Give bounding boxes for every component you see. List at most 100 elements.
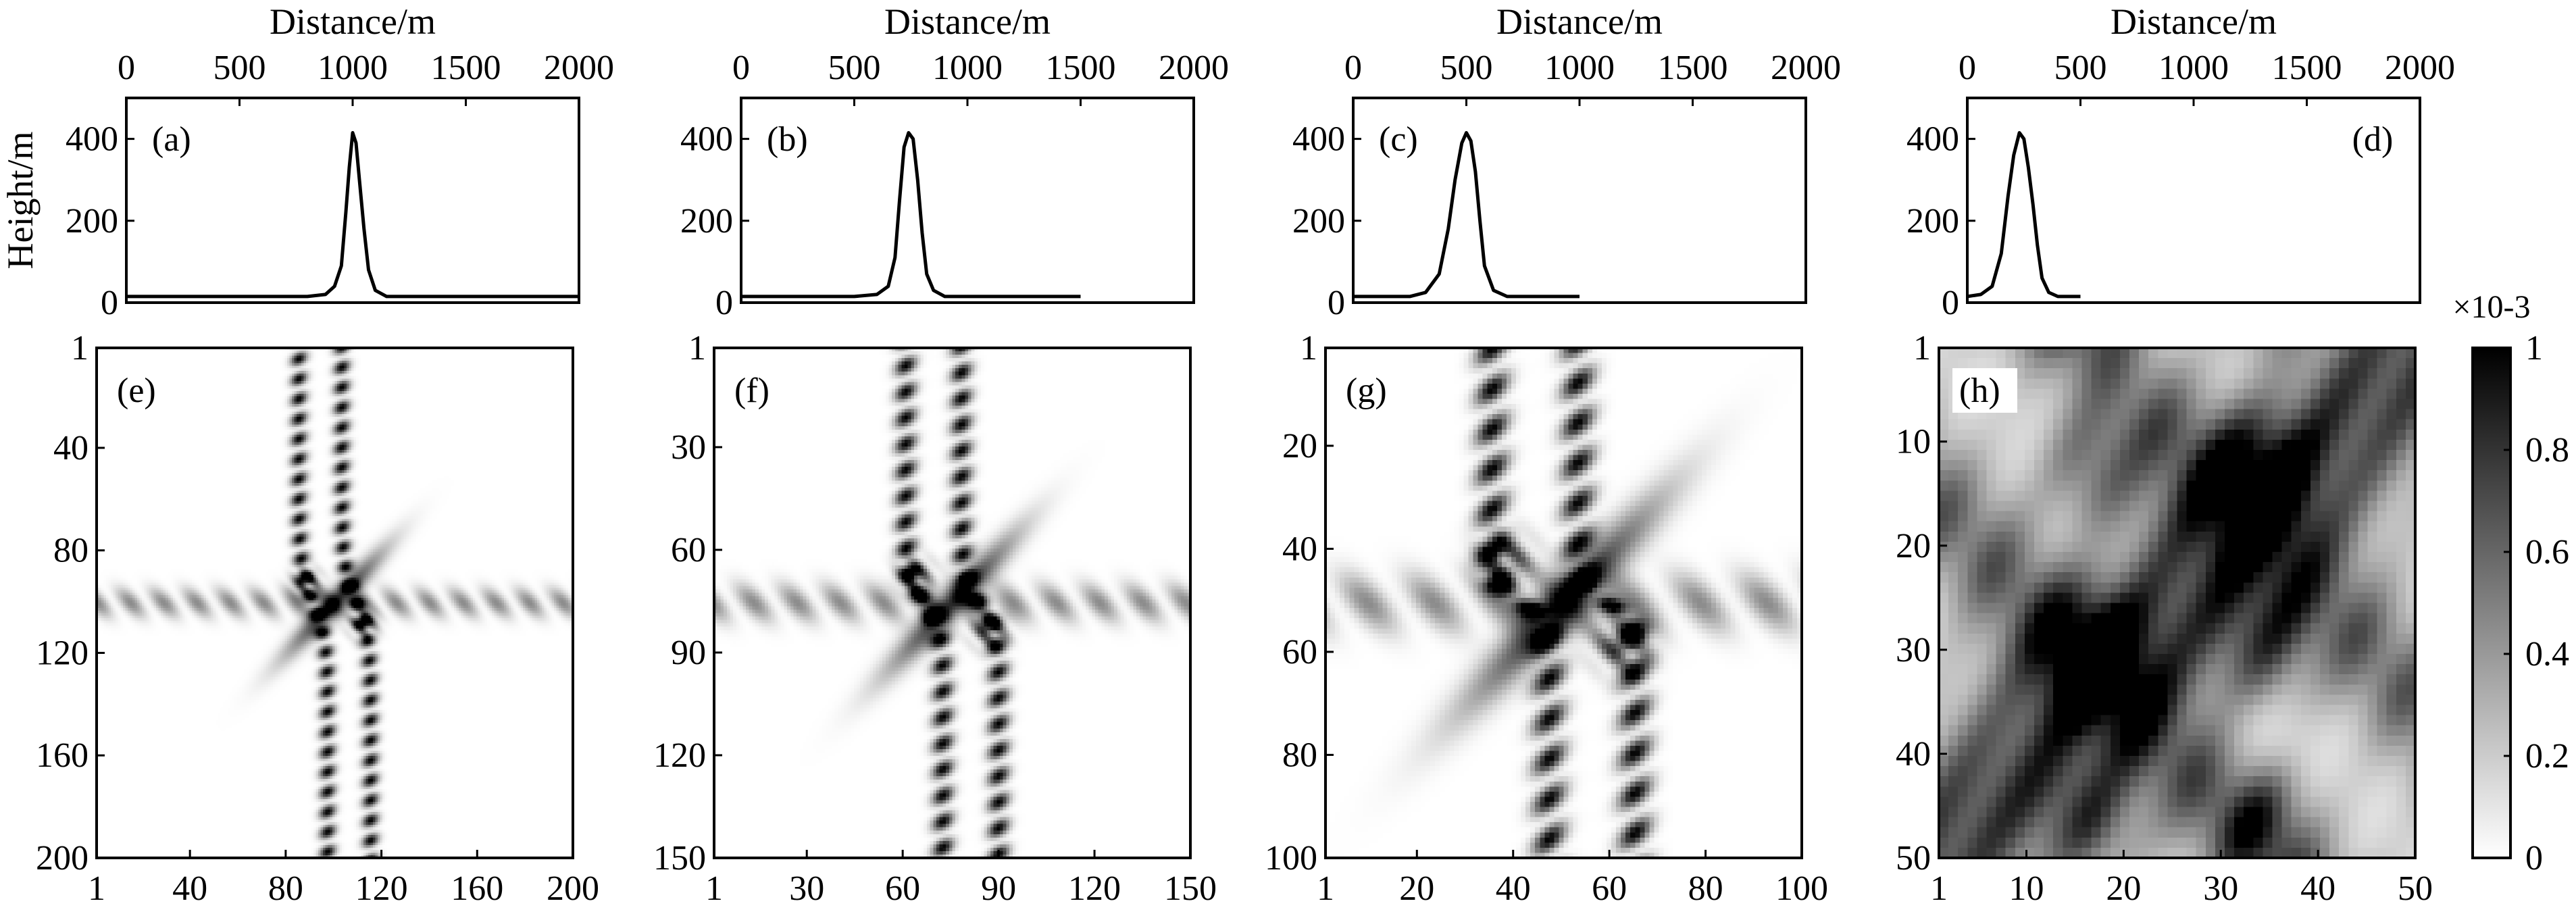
panel-label: (a) <box>152 120 191 159</box>
x-tick-label: 1500 <box>1046 49 1116 87</box>
y-tick-label: 0 <box>1942 284 1959 322</box>
x-tick-label: 100 <box>1775 869 1828 908</box>
x-tick-label: 1 <box>1317 869 1334 908</box>
profile-line <box>126 131 579 299</box>
y-tick-label: 120 <box>36 634 89 672</box>
colorbar-tick-label: 0.6 <box>2525 533 2569 571</box>
colorbar-tick-label: 0.2 <box>2525 737 2569 775</box>
y-tick-label: 200 <box>1906 202 1959 240</box>
x-tick-label: 2000 <box>2385 49 2455 87</box>
x-tick-label: 90 <box>981 869 1016 908</box>
y-tick-label: 400 <box>1906 120 1959 159</box>
y-tick-label: 20 <box>1282 427 1317 465</box>
panel-label-backdrop <box>728 368 792 413</box>
y-tick-label: 400 <box>1292 120 1345 159</box>
colorbar-scale <box>2471 347 2512 859</box>
y-tick-label: 80 <box>53 532 89 570</box>
profile-panel-a: 0 500 1000 1500 2000 0 200 400 Distance/m Height/… <box>0 1 614 322</box>
x-tick-label: 500 <box>828 49 881 87</box>
panel-label: (e) <box>117 372 156 410</box>
profile-frame <box>740 97 1195 304</box>
profile-line <box>1353 131 1580 299</box>
x-tick-label: 10 <box>2009 869 2044 908</box>
y-tick-label: 200 <box>680 202 733 240</box>
y-tick-label: 400 <box>66 120 118 159</box>
y-tick-label: 1 <box>1300 329 1317 367</box>
panel-label: (h) <box>1959 372 2000 410</box>
y-tick-label: 60 <box>1282 633 1317 671</box>
x-tick-label: 120 <box>355 869 408 908</box>
x-axis-title: Distance/m <box>270 1 436 42</box>
heatmap-frame <box>1938 347 2417 859</box>
x-tick-label: 1000 <box>2158 49 2229 87</box>
x-tick-label: 500 <box>2054 49 2107 87</box>
y-tick-label: 120 <box>653 736 706 775</box>
profile-frame <box>125 97 580 304</box>
x-tick-label: 50 <box>2398 869 2433 908</box>
y-tick-label: 1 <box>71 329 89 367</box>
panel-label-backdrop <box>1339 368 1404 413</box>
y-tick-label: 40 <box>1282 530 1317 568</box>
panel-label: (b) <box>767 120 808 159</box>
x-tick-label: 1500 <box>1658 49 1728 87</box>
x-tick-label: 1 <box>1930 869 1948 908</box>
x-tick-label: 40 <box>2300 869 2335 908</box>
profile-panel-d: 0 500 1000 1500 2000 0 200 400 Distance/m (d) <box>1906 1 2455 322</box>
profile-line <box>741 131 1081 299</box>
heatmap-frame <box>1324 347 1803 859</box>
x-tick-label: 20 <box>2106 869 2141 908</box>
x-tick-label: 60 <box>1592 869 1627 908</box>
x-tick-label: 0 <box>118 49 135 87</box>
y-tick-label: 40 <box>53 429 89 467</box>
colorbar-tick-label: 0.4 <box>2525 635 2569 673</box>
y-tick-label: 0 <box>101 284 118 322</box>
y-tick-label: 200 <box>66 202 118 240</box>
y-tick-label: 80 <box>1282 736 1317 774</box>
x-tick-label: 30 <box>2203 869 2238 908</box>
profile-panel-b: 0 500 1000 1500 2000 0 200 400 Distance/m (b) <box>680 1 1229 322</box>
panel-label: (d) <box>2352 120 2394 159</box>
x-tick-label: 0 <box>732 49 750 87</box>
colorbar-tick-label: 0.8 <box>2525 431 2569 469</box>
y-tick-label: 200 <box>1292 202 1345 240</box>
colorbar-tick-label: 1 <box>2525 329 2543 367</box>
x-tick-label: 30 <box>789 869 824 908</box>
profile-frame <box>1352 97 1807 304</box>
x-tick-label: 80 <box>268 869 303 908</box>
x-tick-label: 1500 <box>431 49 501 87</box>
y-tick-label: 400 <box>680 120 733 159</box>
y-tick-label: 30 <box>1896 631 1931 669</box>
x-tick-label: 40 <box>1496 869 1531 908</box>
y-tick-label: 100 <box>1265 839 1317 877</box>
x-tick-label: 80 <box>1688 869 1723 908</box>
x-tick-label: 1500 <box>2272 49 2342 87</box>
x-tick-label: 60 <box>885 869 920 908</box>
x-tick-label: 120 <box>1068 869 1121 908</box>
x-axis-title: Distance/m <box>2111 1 2277 42</box>
panel-label: (g) <box>1346 372 1387 410</box>
heatmap-frame <box>95 347 574 859</box>
panel-label: (f) <box>734 372 769 410</box>
colorbar-exponent-label: ×10-3 <box>2452 289 2530 325</box>
y-tick-label: 90 <box>671 634 706 672</box>
y-tick-label: 1 <box>1913 329 1931 367</box>
heatmap-image <box>97 348 573 858</box>
y-tick-label: 0 <box>1328 284 1345 322</box>
y-tick-label: 0 <box>715 284 733 322</box>
x-tick-label: 500 <box>1440 49 1493 87</box>
x-tick-label: 2000 <box>1771 49 1841 87</box>
heatmap-image <box>1325 348 1802 858</box>
y-tick-label: 200 <box>36 839 89 877</box>
colorbar: 0 0.2 0.4 0.6 0.8 1 ×10-3 <box>2452 289 2569 877</box>
y-tick-label: 150 <box>653 839 706 877</box>
x-axis-title: Distance/m <box>1496 1 1663 42</box>
x-tick-label: 2000 <box>544 49 614 87</box>
x-tick-label: 40 <box>172 869 207 908</box>
x-tick-label: 1 <box>705 869 723 908</box>
x-tick-label: 160 <box>451 869 503 908</box>
